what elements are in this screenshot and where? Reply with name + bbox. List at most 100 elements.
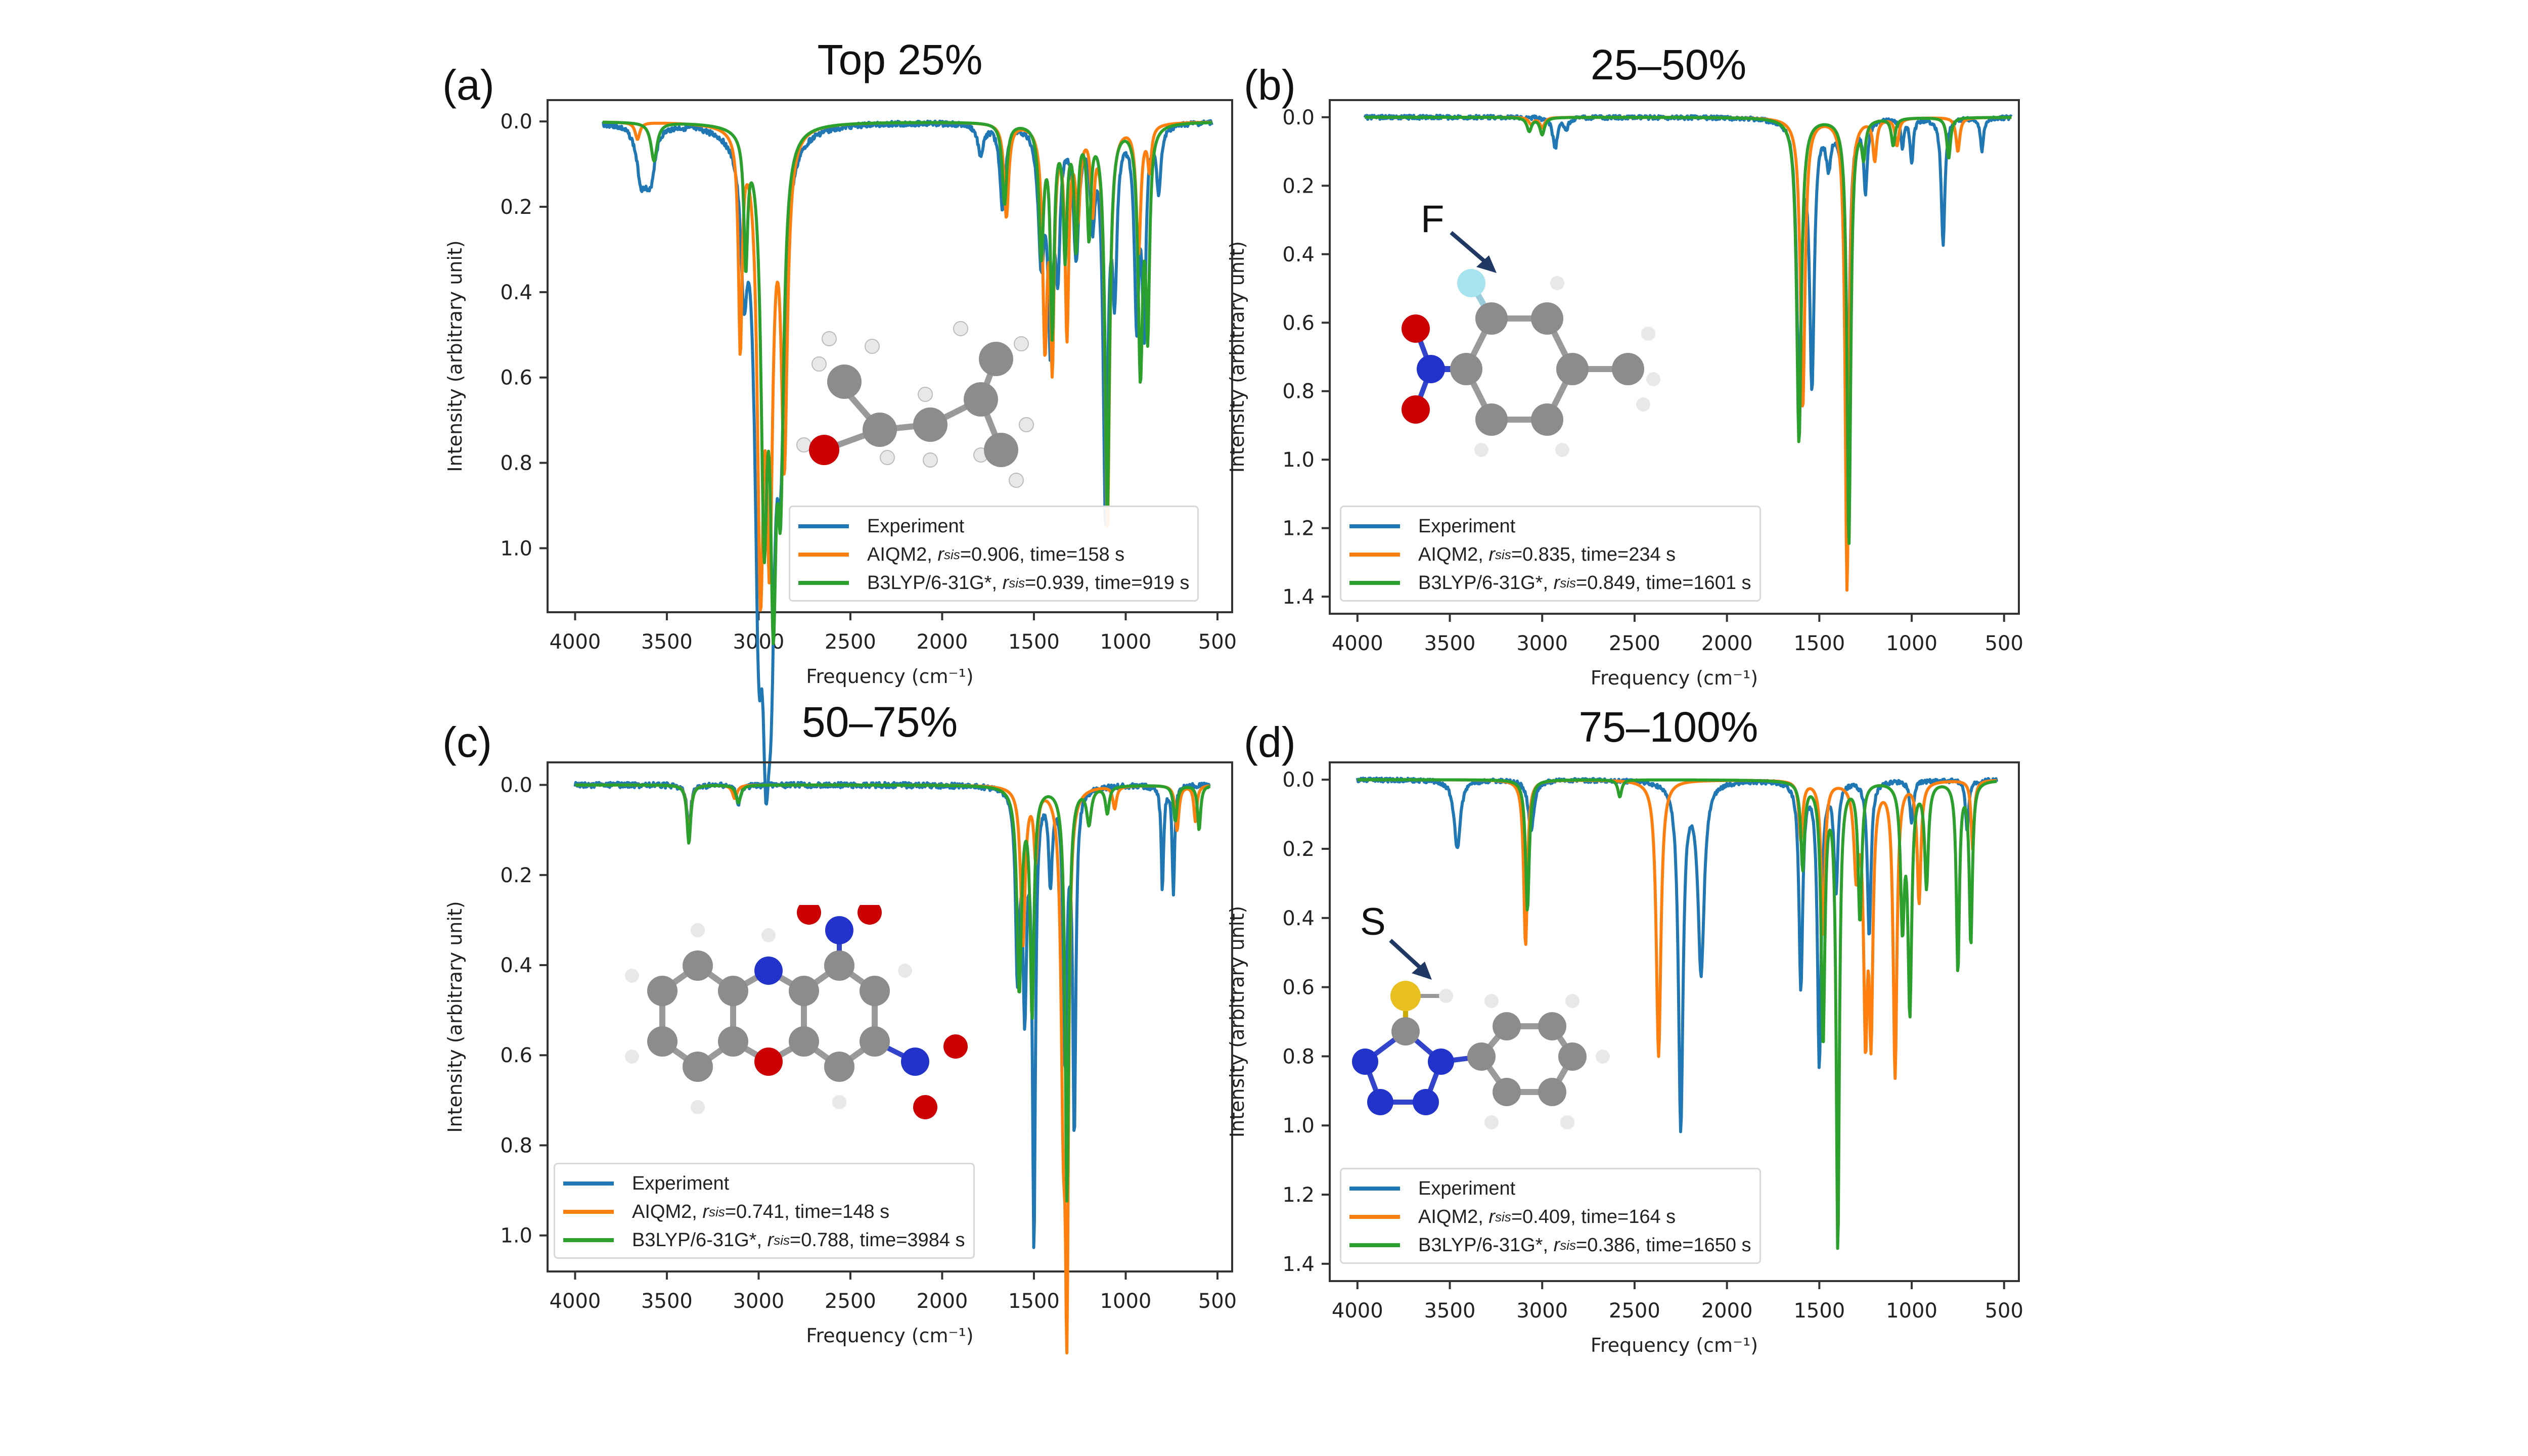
y-tick-label: 0.2 [1282, 174, 1315, 198]
x-tick-label: 1000 [1100, 1290, 1152, 1313]
molecule-d-illustration [1352, 981, 1610, 1129]
legend-time: 164 s [1629, 1206, 1676, 1227]
x-tick-label: 3000 [1516, 632, 1568, 655]
x-tick-label: 3000 [1516, 1299, 1568, 1323]
legend-rsis: 0.741 [736, 1201, 785, 1222]
y-tick-label: 0.6 [1282, 311, 1315, 335]
x-tick-label: 2000 [1701, 632, 1753, 655]
legend-swatch-aiqm2 [563, 1210, 614, 1214]
molecule-b-arrow-icon [1450, 231, 1497, 273]
legend-time: 234 s [1629, 543, 1676, 565]
panel-d-label: (d) [1244, 718, 1296, 766]
legend-swatch-aiqm2 [798, 553, 849, 557]
legend-method: AIQM2 [867, 543, 927, 565]
x-tick-label: 3500 [641, 1290, 693, 1313]
x-axis-label: Frequency (cm⁻¹) [806, 1325, 973, 1347]
x-tick-label: 2500 [1609, 1299, 1660, 1323]
x-axis-label: Frequency (cm⁻¹) [1591, 1334, 1758, 1356]
x-tick-label: 4000 [550, 630, 601, 654]
legend-item-b3lyp: B3LYP/6-31G*, r sis = 0.788, time= 3984 s [563, 1226, 965, 1254]
legend-swatch-b3lyp [798, 581, 849, 585]
x-axis-label: Frequency (cm⁻¹) [1591, 667, 1758, 689]
legend-time: 1650 s [1693, 1234, 1751, 1256]
y-tick-label: 0.8 [1282, 380, 1315, 403]
y-tick-label: 0.2 [1282, 838, 1315, 861]
y-tick-label: 1.0 [500, 1224, 532, 1248]
y-tick-label: 0.0 [500, 110, 532, 133]
panel-a-label: (a) [442, 61, 494, 109]
legend-rsis: 0.849 [1587, 572, 1636, 594]
y-tick-label: 1.0 [500, 537, 532, 560]
y-tick-label: 1.0 [1282, 1114, 1315, 1138]
molecule-b-atom-label: F [1421, 198, 1444, 241]
legend-text: Experiment [867, 515, 965, 537]
molecule-a-illustration [796, 321, 1034, 488]
x-tick-label: 1000 [1100, 630, 1152, 654]
molecule-d-arrow-icon [1389, 939, 1432, 980]
plot-frame [1329, 761, 2020, 1282]
x-tick-label: 3500 [1424, 632, 1476, 655]
x-tick-label: 4000 [550, 1290, 601, 1313]
y-tick-label: 1.2 [1282, 1184, 1315, 1207]
y-tick-label: 1.0 [1282, 448, 1315, 472]
legend-rsis: 0.386 [1587, 1234, 1636, 1256]
x-tick-label: 2500 [1609, 632, 1660, 655]
legend-text: Experiment [1418, 1177, 1516, 1199]
legend-swatch-experiment [1349, 524, 1400, 528]
y-tick-label: 0.8 [500, 452, 532, 475]
x-tick-label: 3000 [733, 1290, 785, 1313]
x-tick-label: 1000 [1886, 1299, 1937, 1323]
x-tick-label: 1500 [1008, 1290, 1060, 1313]
plot-frame [547, 99, 1233, 613]
legend-time: 158 s [1077, 543, 1125, 565]
legend-method: AIQM2 [632, 1201, 692, 1222]
legend-time: 148 s [842, 1201, 890, 1222]
legend-item-experiment: Experiment [1349, 512, 1751, 540]
legend-rsis: 0.939 [1036, 572, 1085, 594]
panel-b-label: (b) [1244, 61, 1296, 109]
y-axis-label: Intensity (arbitrary unit) [444, 240, 466, 472]
legend-method: AIQM2 [1418, 1206, 1478, 1227]
y-axis-label: Intensity (arbitrary unit) [444, 901, 466, 1132]
x-tick-label: 1500 [1793, 632, 1845, 655]
legend-swatch-aiqm2 [1349, 1215, 1400, 1219]
x-tick-label: 500 [1985, 632, 2023, 655]
legend-item-aiqm2: AIQM2, r sis = 0.906, time= 158 s [798, 540, 1189, 569]
legend-method: AIQM2 [1418, 543, 1478, 565]
legend-swatch-aiqm2 [1349, 553, 1400, 557]
y-tick-label: 0.4 [1282, 907, 1315, 930]
panel-a-title: Top 25% [817, 36, 983, 83]
legend-swatch-b3lyp [563, 1238, 614, 1242]
x-tick-label: 2500 [825, 630, 876, 654]
series-line-experiment [1356, 776, 1999, 1133]
legend-item-b3lyp: B3LYP/6-31G*, r sis = 0.386, time= 1650 s [1349, 1231, 1751, 1259]
series-line-b3lyp [1364, 115, 2012, 545]
x-tick-label: 4000 [1332, 1299, 1383, 1323]
x-tick-label: 500 [1198, 630, 1237, 654]
series-line-b3lyp [602, 120, 1213, 646]
x-tick-label: 2000 [1701, 1299, 1753, 1323]
y-tick-label: 0.4 [500, 954, 532, 977]
legend-time: 1601 s [1693, 572, 1751, 594]
x-tick-label: 1000 [1886, 632, 1937, 655]
legend-method: B3LYP/6-31G* [1418, 572, 1543, 594]
molecule-b-illustration [1402, 269, 1660, 457]
legend-swatch-b3lyp [1349, 1243, 1400, 1247]
legend-time: 3984 s [907, 1229, 965, 1251]
y-tick-label: 0.0 [500, 774, 532, 797]
legend-item-aiqm2: AIQM2, r sis = 0.741, time= 148 s [563, 1198, 965, 1226]
x-tick-label: 3500 [641, 630, 693, 654]
legend-swatch-experiment [798, 524, 849, 528]
legend-rsis: 0.409 [1522, 1206, 1571, 1227]
legend-rsis: 0.788 [801, 1229, 849, 1251]
legend-method: B3LYP/6-31G* [1418, 1234, 1543, 1256]
legend-item-aiqm2: AIQM2, r sis = 0.409, time= 164 s [1349, 1203, 1751, 1231]
y-tick-label: 0.2 [500, 864, 532, 887]
plot-frame [547, 761, 1233, 1272]
x-axis-label: Frequency (cm⁻¹) [806, 665, 973, 688]
y-tick-label: 0.0 [1282, 106, 1315, 129]
legend-item-experiment: Experiment [1349, 1174, 1751, 1203]
x-tick-label: 2000 [917, 1290, 968, 1313]
